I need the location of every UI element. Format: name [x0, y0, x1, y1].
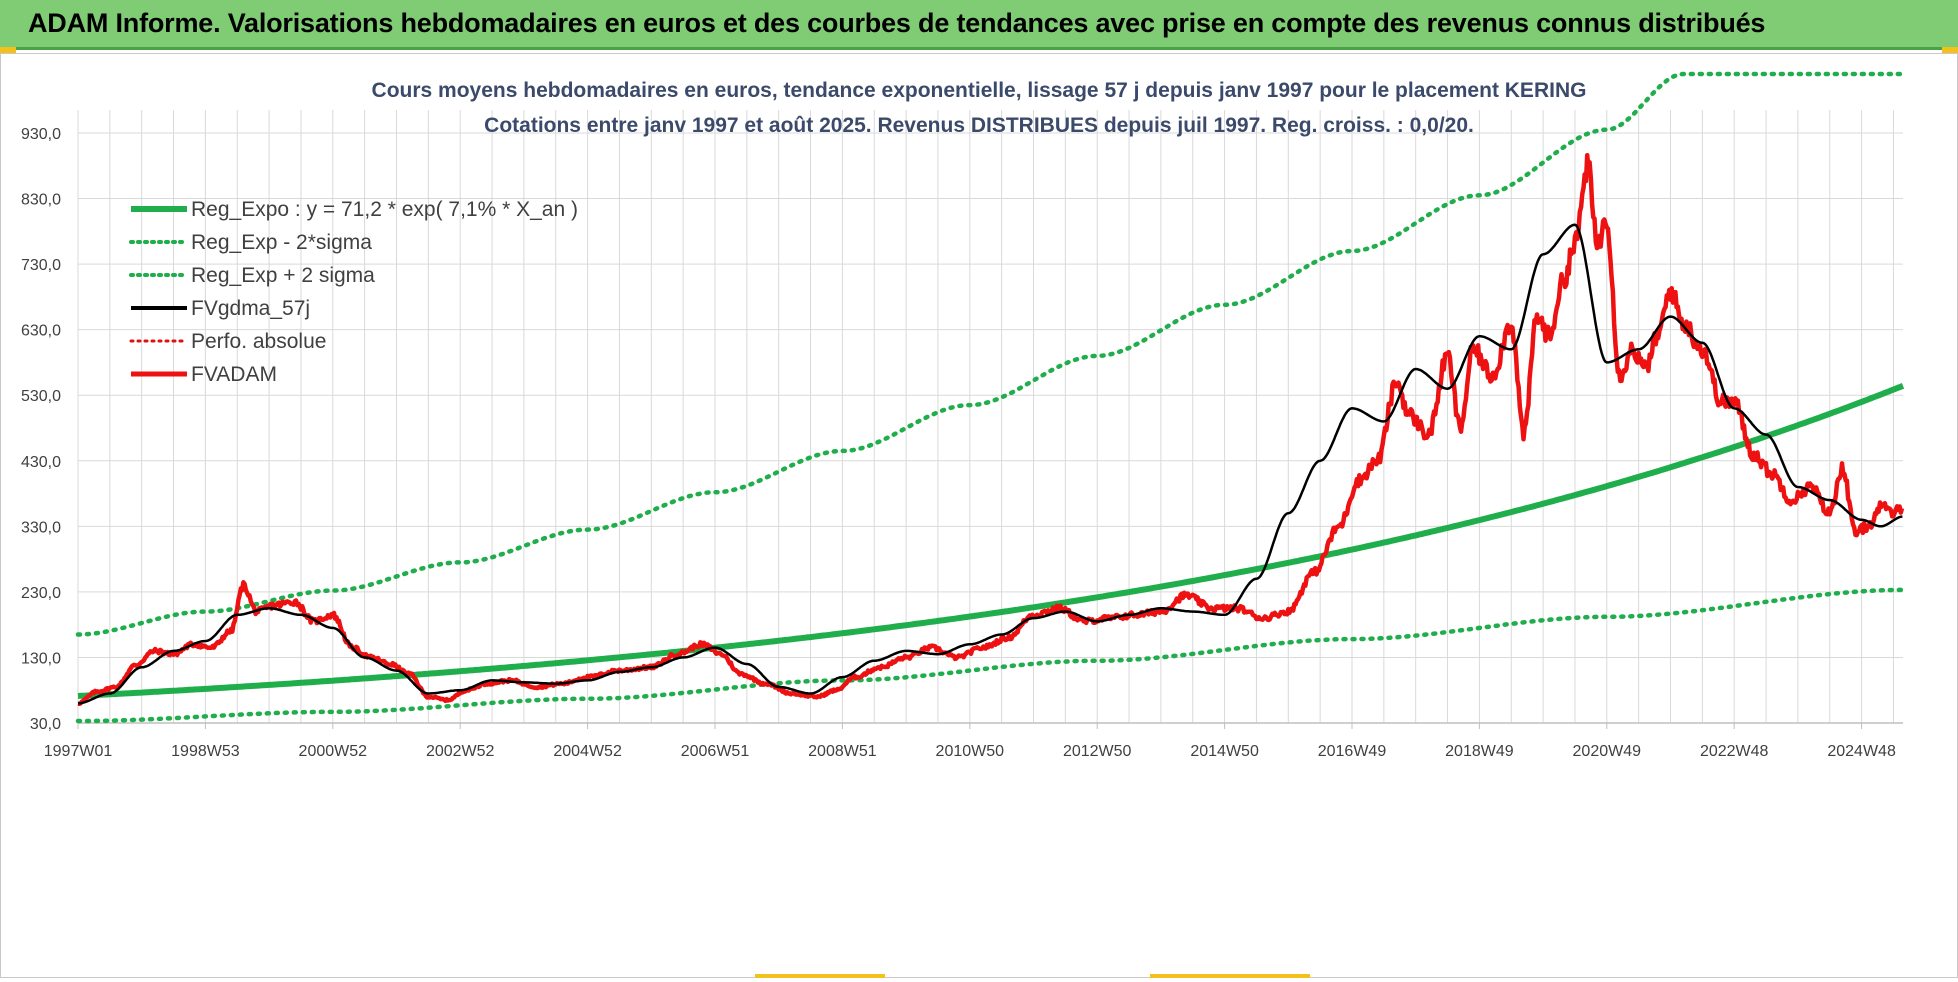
chart-subtitle: Cotations entre janv 1997 et août 2025. … — [484, 114, 1474, 137]
page-banner: ADAM Informe. Valorisations hebdomadaire… — [0, 0, 1958, 50]
y-tick-label: 130,0 — [21, 650, 61, 667]
series-line-1 — [75, 587, 1906, 724]
bottom-mark-2 — [1150, 974, 1310, 978]
x-tick-label: 2020W49 — [1573, 743, 1642, 760]
corner-mark-left — [0, 47, 16, 53]
x-tick-label: 2018W49 — [1445, 743, 1514, 760]
x-tick-label: 1998W53 — [171, 743, 240, 760]
y-tick-label: 630,0 — [21, 323, 61, 340]
x-tick-label: 1997W01 — [44, 743, 113, 760]
legend-label: Reg_Expo : y = 71,2 * exp( 7,1% * X_an ) — [191, 198, 578, 221]
x-tick-label: 2010W50 — [936, 743, 1005, 760]
series-line-0 — [77, 383, 1905, 699]
chart-svg: 30,0 130,0 230,0 330,0 430,0 530,0 630,0 730,0 8… — [21, 71, 1906, 760]
chart-title: Cours moyens hebdomadaires en euros, ten… — [372, 79, 1587, 102]
x-tick-label: 2016W49 — [1318, 743, 1387, 760]
corner-mark-right — [1942, 47, 1958, 53]
x-tick-label: 2006W51 — [681, 743, 750, 760]
y-tick-label: 530,0 — [21, 388, 61, 405]
y-tick-label: 230,0 — [21, 585, 61, 602]
legend-label: Perfo. absolue — [191, 330, 326, 353]
x-tick-label: 2004W52 — [553, 743, 622, 760]
chart-legend: Reg_Expo : y = 71,2 * exp( 7,1% * X_an )… — [129, 198, 578, 386]
axis-layer: 30,0 130,0 230,0 330,0 430,0 530,0 630,0 730,0 8… — [21, 126, 1903, 760]
y-tick-label: 730,0 — [21, 257, 61, 274]
legend-label: Reg_Exp - 2*sigma — [191, 231, 372, 254]
x-tick-label: 2008W51 — [808, 743, 877, 760]
y-tick-label: 930,0 — [21, 126, 61, 143]
banner-title: ADAM Informe. Valorisations hebdomadaire… — [28, 8, 1766, 38]
series-layer — [75, 71, 1906, 724]
series-line-5 — [76, 152, 1905, 707]
x-tick-label: 2002W52 — [426, 743, 495, 760]
x-tick-label: 2012W50 — [1063, 743, 1132, 760]
y-tick-label: 30,0 — [30, 716, 61, 733]
y-tick-label: 430,0 — [21, 454, 61, 471]
series-line-3 — [78, 223, 1903, 705]
series-line-2 — [75, 71, 1906, 637]
legend-label: Reg_Exp + 2 sigma — [191, 264, 375, 287]
y-tick-label: 330,0 — [21, 519, 61, 536]
y-tick-label: 830,0 — [21, 192, 61, 209]
x-tick-label: 2000W52 — [299, 743, 368, 760]
x-tick-label: 2014W50 — [1190, 743, 1259, 760]
legend-label: FVADAM — [191, 363, 277, 386]
bottom-mark-1 — [755, 974, 885, 978]
legend-label: FVgdma_57j — [191, 297, 310, 320]
grid-layer — [77, 110, 1903, 724]
chart-frame: 30,0 130,0 230,0 330,0 430,0 530,0 630,0 730,0 8… — [0, 53, 1958, 978]
x-tick-label: 2022W48 — [1700, 743, 1769, 760]
x-tick-label: 2024W48 — [1827, 743, 1896, 760]
